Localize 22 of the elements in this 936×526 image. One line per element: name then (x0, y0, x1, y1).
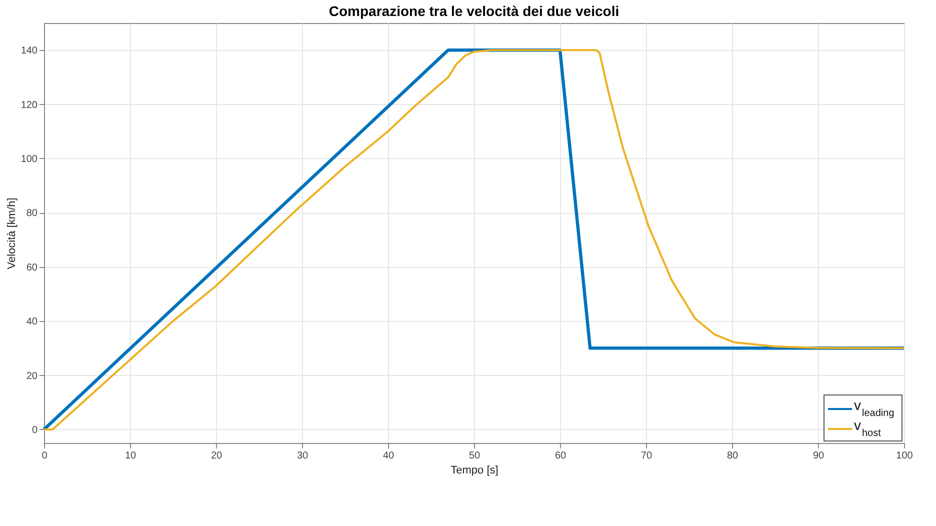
x-tick-label: 40 (382, 450, 394, 462)
x-tick-label: 20 (210, 450, 222, 462)
x-tick-label: 30 (296, 450, 308, 462)
x-tick-label: 10 (124, 450, 136, 462)
x-tick-label: 60 (554, 450, 566, 462)
y-tick-label: 0 (32, 424, 38, 436)
y-tick-label: 100 (20, 154, 38, 165)
x-axis-title: Tempo [s] (450, 464, 498, 476)
x-tick-label: 70 (640, 450, 652, 462)
y-axis-title: Velocità [km/h] (6, 198, 18, 270)
chart-title: Comparazione tra le velocità dei due veicoli (328, 3, 620, 19)
x-tick-label: 100 (896, 450, 914, 462)
y-tick-label: 20 (26, 370, 38, 382)
y-tick-label: 40 (26, 316, 38, 328)
x-tick-label: 50 (468, 450, 480, 462)
y-tick-label: 120 (20, 100, 38, 111)
x-tick-label: 80 (726, 450, 738, 462)
y-tick-label: 140 (20, 46, 38, 57)
x-tick-label: 0 (42, 450, 48, 462)
y-tick-label: 80 (26, 208, 38, 220)
y-tick-label: 60 (26, 262, 38, 274)
x-tick-label: 90 (812, 450, 824, 462)
